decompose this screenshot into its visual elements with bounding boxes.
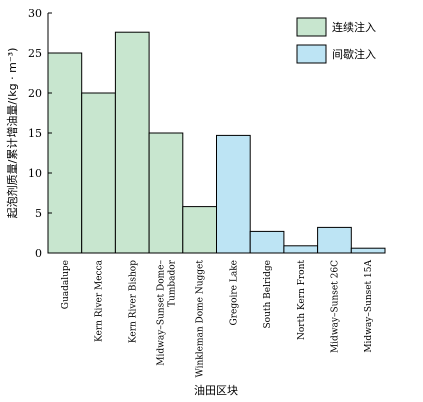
bar — [182, 206, 218, 254]
bar — [81, 92, 116, 254]
x-category-label: Midway–Sunset 15A — [364, 260, 374, 353]
y-tick-label: 0 — [35, 247, 42, 260]
legend-label-continuous: 连续注入 — [332, 20, 376, 34]
bar — [47, 52, 83, 254]
bar — [249, 230, 285, 254]
x-category-label-line: North Kern Front — [297, 260, 307, 340]
bar — [114, 31, 150, 254]
y-tick-label: 10 — [28, 167, 42, 180]
x-axis-title: 油田区块 — [194, 383, 238, 397]
x-category-label-line: Midway–Sunset 15A — [364, 260, 374, 353]
y-axis-ticks: 0 5 10 15 20 25 30 — [28, 7, 52, 260]
x-category-label: South Belridge — [263, 260, 273, 329]
x-category-label: Winkleman Dome Nugget — [196, 260, 206, 378]
x-category-label: North Kern Front — [297, 260, 307, 340]
bar — [350, 247, 386, 254]
y-axis-title: 起泡剂质量/累计增油量/(kg · m⁻³) — [5, 48, 19, 219]
x-category-label: Midway–Sunset Dome–Tumbador — [156, 259, 177, 365]
legend: 连续注入 间歇注入 — [296, 17, 376, 64]
x-category-label-line: Guadalupe — [61, 260, 71, 309]
x-category-label-line: Gregoire Lake — [229, 260, 239, 326]
x-category-label: Midway–Sunset 26C — [330, 260, 340, 353]
x-category-label-line: Kern River Bishop — [128, 260, 138, 343]
x-category-label-line: Tumbador — [167, 259, 177, 307]
bars-layer — [47, 31, 386, 254]
bar — [216, 134, 251, 254]
y-tick-label: 30 — [28, 7, 42, 20]
y-tick-label: 20 — [28, 87, 42, 100]
x-category-label-line: Kern River Mecca — [95, 259, 105, 342]
x-category-label-line: Winkleman Dome Nugget — [196, 260, 206, 378]
y-tick-label: 5 — [35, 207, 42, 220]
legend-swatch-continuous — [296, 17, 327, 37]
x-axis-labels: Guadalupe Kern River Mecca Kern River Bish… — [61, 259, 374, 377]
x-category-label-line: Midway–Sunset Dome– — [156, 260, 166, 366]
bar — [317, 226, 352, 254]
legend-label-intermittent: 间歇注入 — [332, 47, 376, 61]
legend-swatch-intermittent — [296, 44, 327, 64]
x-category-label: Gregoire Lake — [229, 260, 239, 326]
x-category-label: Kern River Mecca — [95, 259, 105, 342]
x-category-label-line: South Belridge — [263, 260, 273, 329]
x-category-label: Kern River Bishop — [128, 260, 138, 343]
y-tick-label: 15 — [28, 127, 42, 140]
y-tick-label: 25 — [28, 47, 42, 60]
x-category-label-line: Midway–Sunset 26C — [330, 260, 340, 353]
x-category-label: Guadalupe — [61, 260, 71, 309]
bar — [283, 245, 319, 254]
bar — [148, 132, 184, 254]
